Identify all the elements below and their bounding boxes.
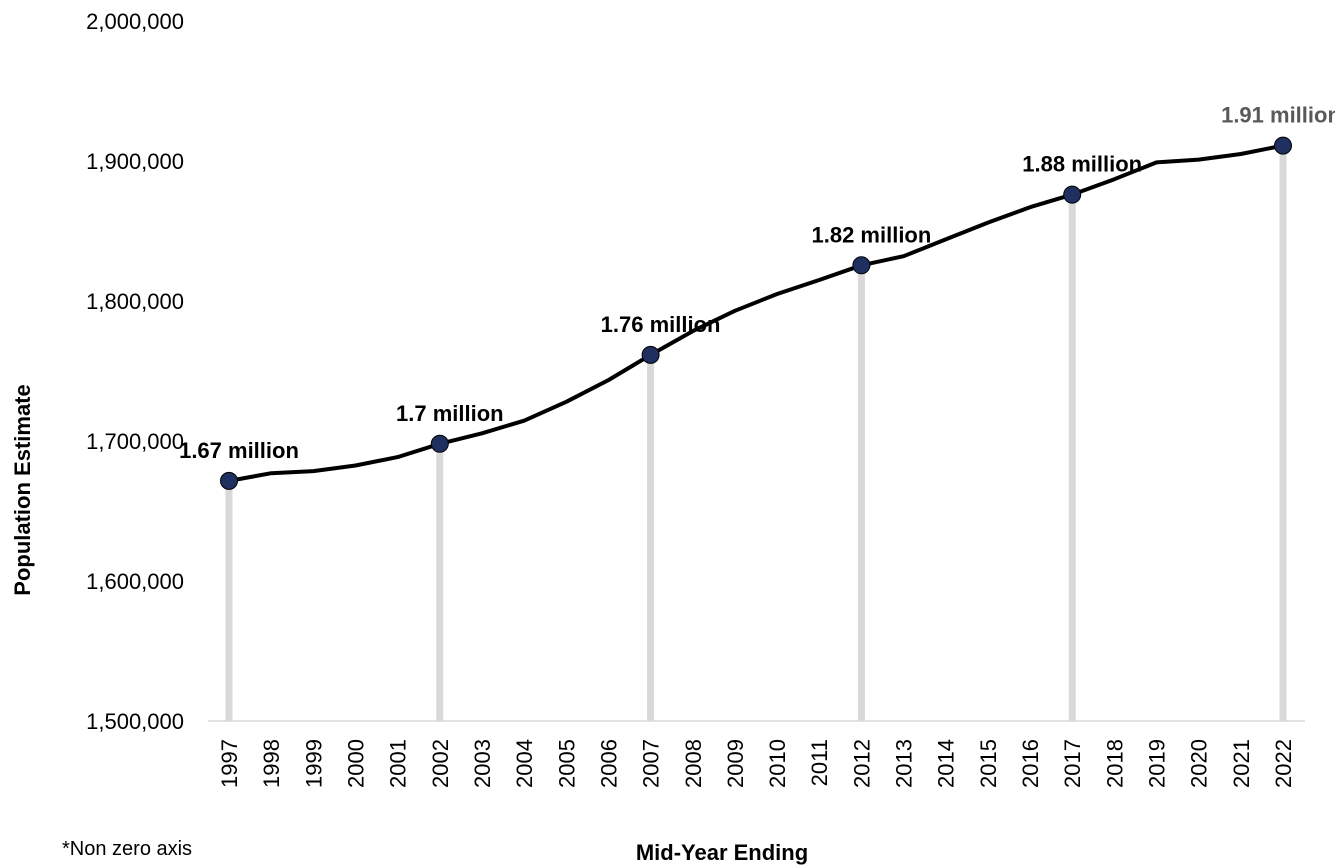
- x-tick-label: 2008: [681, 739, 706, 788]
- x-tick-label: 2018: [1102, 739, 1127, 788]
- x-tick-label: 2001: [386, 739, 411, 788]
- x-tick-label: 2006: [596, 739, 621, 788]
- x-tick-label: 2002: [428, 739, 453, 788]
- data-marker: [641, 345, 660, 364]
- x-tick-label: 2004: [512, 739, 537, 788]
- y-axis-ticks: 1,500,000 1,600,000 1,700,000 1,800,000 1,90…: [86, 9, 184, 734]
- data-marker: [220, 471, 238, 490]
- drop-lines: [225, 145, 1287, 721]
- x-tick-label: 2009: [723, 739, 748, 788]
- x-tick-label: 2007: [639, 739, 664, 788]
- x-tick-label: 2000: [343, 739, 368, 788]
- x-tick-label: 2020: [1187, 739, 1212, 788]
- x-tick-label: 2003: [470, 739, 495, 788]
- x-tick-label: 1999: [301, 739, 326, 788]
- x-tick-label: 2005: [554, 739, 579, 788]
- data-label: 1.7 million: [396, 401, 504, 426]
- y-tick-label: 1,800,000: [86, 289, 184, 314]
- x-tick-label: 2010: [765, 739, 790, 788]
- y-tick-label: 1,600,000: [86, 569, 184, 594]
- x-tick-label: 2012: [849, 739, 874, 788]
- x-tick-label: 2014: [934, 739, 959, 788]
- y-axis-title: Population Estimate: [10, 384, 35, 595]
- data-label: 1.67 million: [179, 438, 299, 463]
- data-markers: [220, 136, 1292, 490]
- data-marker: [852, 256, 871, 275]
- x-tick-label: 2021: [1229, 739, 1254, 788]
- x-tick-label: 2013: [892, 739, 917, 788]
- x-tick-label: 2019: [1145, 739, 1170, 788]
- y-tick-label: 1,500,000: [86, 709, 184, 734]
- x-axis-title: Mid-Year Ending: [636, 840, 808, 865]
- population-series-line: [227, 143, 1285, 483]
- y-tick-label: 1,900,000: [86, 149, 184, 174]
- y-tick-label: 2,000,000: [86, 9, 184, 34]
- x-axis-ticks: 1997 1998 1999 2000 2001 2002 2003 2004 2005 2006…: [217, 739, 1296, 788]
- x-tick-label: 2016: [1018, 739, 1043, 788]
- data-label: 1.82 million: [811, 222, 931, 247]
- x-tick-label: 2022: [1271, 739, 1296, 788]
- x-tick-label: 2015: [976, 739, 1001, 788]
- x-tick-label: 1998: [259, 739, 284, 788]
- data-label: 1.91 million: [1221, 103, 1335, 128]
- data-label: 1.76 million: [601, 312, 721, 337]
- data-marker: [430, 434, 449, 453]
- data-labels: 1.67 million 1.7 million 1.76 million 1.82 …: [179, 103, 1335, 463]
- x-tick-label: 2017: [1060, 739, 1085, 788]
- data-marker: [1274, 136, 1292, 155]
- footnote-non-zero-axis: *Non zero axis: [62, 838, 192, 860]
- data-label: 1.88 million: [1022, 152, 1142, 177]
- x-tick-label: 2011: [807, 739, 832, 786]
- x-tick-label: 1997: [217, 739, 242, 788]
- y-tick-label: 1,700,000: [86, 429, 184, 454]
- data-marker: [1063, 185, 1082, 204]
